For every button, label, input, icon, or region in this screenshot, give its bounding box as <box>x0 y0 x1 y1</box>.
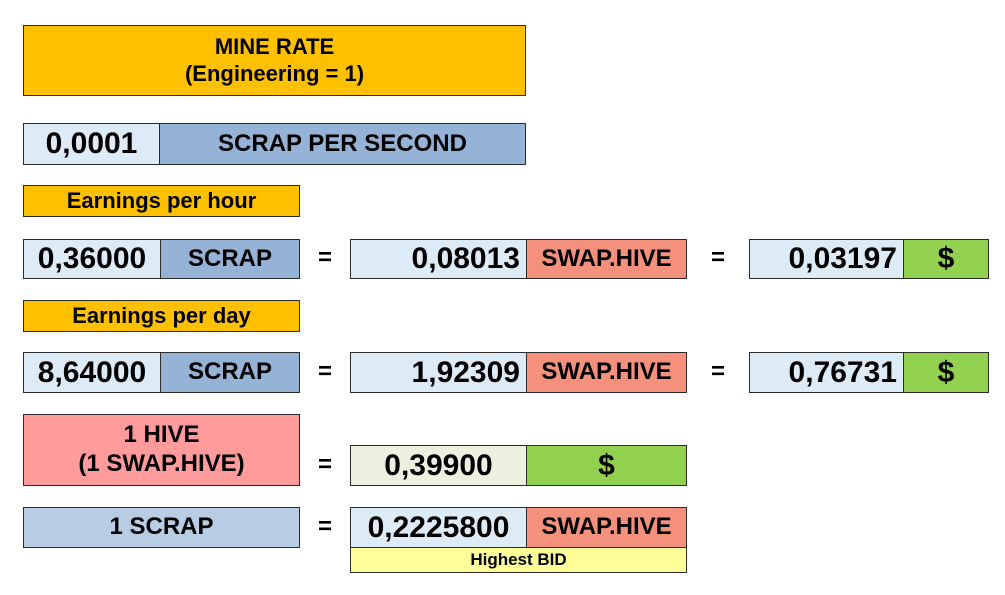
scrap-per-second-value: 0,0001 <box>23 123 160 165</box>
hive-price-equals: = <box>317 451 332 478</box>
day-hive-value: 1,92309 <box>350 352 527 393</box>
mine-rate-subtitle: (Engineering = 1) <box>184 60 365 86</box>
day-usd-value: 0,76731 <box>749 352 904 393</box>
day-scrap-value: 8,64000 <box>23 352 161 393</box>
scrap-price-equals: = <box>317 513 332 540</box>
hour-hive-value: 0,08013 <box>350 239 527 279</box>
scrap-price-value: 0,2225800 <box>350 507 527 548</box>
hive-price-title: 1 HIVE <box>123 421 200 449</box>
hour-equals-1: = <box>317 244 332 271</box>
day-usd-label: $ <box>903 352 989 393</box>
mine-rate-title: MINE RATE <box>214 34 335 60</box>
mine-rate-header: MINE RATE (Engineering = 1) <box>23 25 526 96</box>
hive-price-value: 0,39900 <box>350 445 527 486</box>
scrap-price-label: 1 SCRAP <box>23 507 300 548</box>
day-equals-1: = <box>317 358 332 385</box>
hour-usd-label: $ <box>903 239 989 279</box>
earnings-per-hour-header: Earnings per hour <box>23 185 300 217</box>
hive-price-unit: $ <box>526 445 687 486</box>
hour-hive-label: SWAP.HIVE <box>526 239 687 279</box>
day-equals-2: = <box>710 358 725 385</box>
hour-equals-2: = <box>710 244 725 271</box>
day-hive-label: SWAP.HIVE <box>526 352 687 393</box>
highest-bid-note: Highest BID <box>350 547 687 573</box>
hive-price-subtitle: (1 SWAP.HIVE) <box>78 450 245 477</box>
scrap-price-unit: SWAP.HIVE <box>526 507 687 548</box>
day-scrap-label: SCRAP <box>160 352 300 393</box>
hour-usd-value: 0,03197 <box>749 239 904 279</box>
earnings-per-day-header: Earnings per day <box>23 300 300 332</box>
hour-scrap-value: 0,36000 <box>23 239 161 279</box>
scrap-per-second-label: SCRAP PER SECOND <box>159 123 526 165</box>
hour-scrap-label: SCRAP <box>160 239 300 279</box>
hive-price-label: 1 HIVE (1 SWAP.HIVE) <box>23 414 300 486</box>
